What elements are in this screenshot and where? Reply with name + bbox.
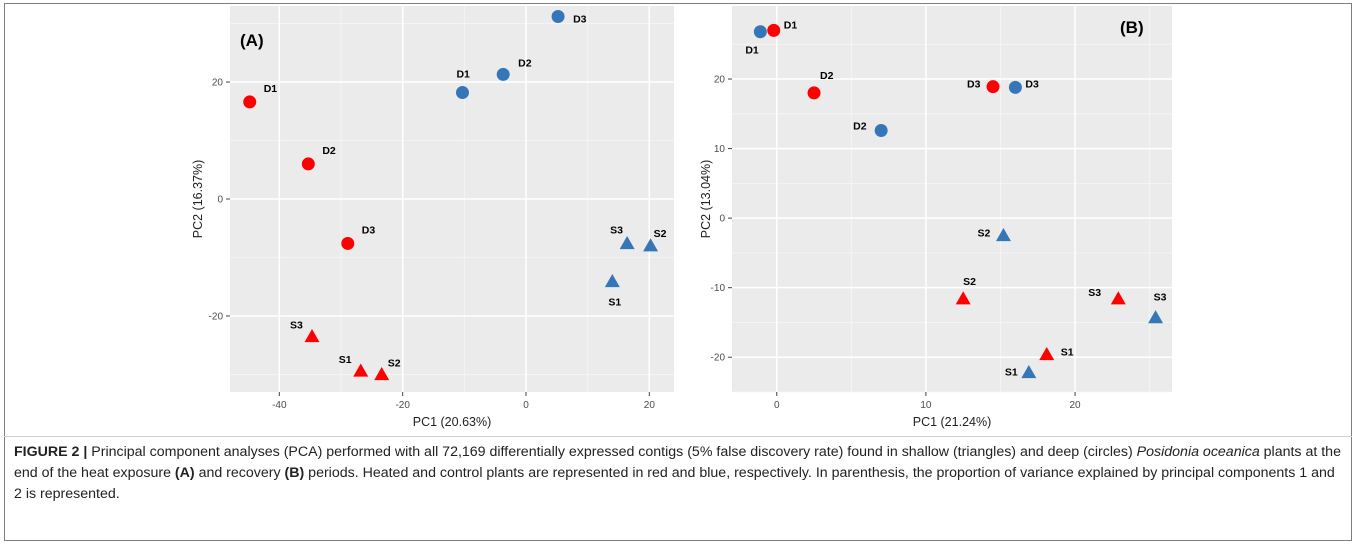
point-label: D1 (745, 45, 759, 57)
point-label: S3 (1154, 292, 1167, 304)
point-label: S2 (388, 357, 401, 369)
point-circle (986, 80, 1000, 94)
x-tick-label: -20 (395, 400, 410, 411)
caption-text-2: plants at the end of the heat exposure (14, 444, 1341, 481)
point-circle (301, 157, 315, 171)
y-axis-title: PC2 (16.37%) (191, 160, 205, 239)
y-tick-label: 0 (217, 195, 223, 206)
point-triangle (995, 228, 1011, 242)
x-tick-label: -40 (272, 400, 287, 411)
point-triangle (604, 273, 620, 288)
point-circle (753, 25, 767, 39)
panel-label: (B) (1120, 18, 1144, 37)
x-axis-title: PC1 (20.63%) (413, 415, 492, 429)
x-tick-label: 20 (644, 400, 656, 411)
caption-species: Posidonia oceanica (1136, 444, 1260, 460)
y-tick-label: 0 (719, 214, 725, 225)
point-label: D3 (1025, 78, 1039, 90)
point-label: S3 (290, 319, 303, 331)
point-label: S1 (1061, 346, 1074, 358)
y-axis-title: PC2 (13.04%) (699, 160, 713, 239)
point-label: S2 (963, 276, 976, 288)
point-triangle (619, 235, 635, 250)
x-tick-label: 0 (523, 400, 529, 411)
panel-label: (A) (240, 31, 264, 50)
point-label: D1 (784, 19, 798, 31)
point-triangle (374, 366, 390, 381)
point-triangle (1039, 346, 1055, 361)
plot-panel (732, 6, 1172, 392)
caption-ref-a: (A) (174, 465, 195, 481)
point-circle (551, 10, 565, 24)
caption-ref-b: (B) (284, 465, 305, 481)
point-circle (341, 236, 355, 250)
point-label: S3 (1088, 287, 1101, 299)
point-label: D2 (518, 57, 532, 69)
point-label: D2 (322, 145, 336, 157)
point-circle (807, 86, 821, 100)
point-label: D3 (573, 14, 587, 26)
y-tick-label: -10 (711, 283, 726, 294)
point-triangle (1148, 310, 1164, 324)
point-circle (455, 86, 469, 100)
caption-text-3: and recovery (194, 465, 285, 481)
point-label: S1 (608, 296, 621, 308)
x-axis-title: PC1 (21.24%) (913, 415, 992, 429)
y-tick-label: -20 (711, 353, 726, 364)
y-tick-label: -20 (209, 311, 224, 322)
x-tick-label: 20 (1069, 400, 1081, 411)
y-tick-label: 20 (714, 75, 726, 86)
figure-frame (4, 3, 1352, 541)
point-label: S1 (339, 354, 352, 366)
figure-caption: FIGURE 2 | Principal component analyses … (14, 442, 1344, 505)
y-tick-label: 20 (212, 78, 224, 89)
point-label: D3 (362, 224, 376, 236)
point-circle (767, 23, 781, 37)
point-label: D2 (853, 120, 867, 132)
caption-figure-label: FIGURE 2 | (14, 444, 88, 460)
point-triangle (353, 363, 369, 377)
point-circle (874, 123, 888, 137)
point-label: S2 (977, 228, 990, 240)
pca-chart-a: -40 -20 0 20 -20 0 20 PC1 (20.63%) PC2 (16.37%) (… (191, 6, 674, 429)
point-triangle (304, 328, 320, 343)
caption-divider (4, 436, 1352, 437)
x-tick-label: 10 (920, 400, 932, 411)
point-circle (496, 67, 510, 81)
point-triangle (955, 291, 971, 305)
caption-text-1: Principal component analyses (PCA) perfo… (87, 444, 1137, 460)
point-label: S3 (610, 224, 623, 236)
point-circle (243, 95, 257, 109)
point-label: S2 (654, 228, 667, 240)
point-label: D1 (264, 83, 278, 95)
point-label: D1 (456, 69, 470, 81)
point-circle (1008, 80, 1022, 94)
x-tick-label: 0 (774, 400, 780, 411)
pca-chart-b: 0 10 20 -20 -10 0 10 20 PC1 (21.24%) PC2 (13.04%)… (699, 6, 1172, 429)
y-tick-label: 10 (714, 144, 726, 155)
point-label: D2 (820, 70, 834, 82)
point-triangle (1110, 291, 1126, 305)
point-triangle (643, 238, 659, 252)
point-label: S1 (1005, 367, 1018, 379)
point-label: D3 (967, 79, 981, 91)
point-triangle (1021, 365, 1037, 379)
caption-text-4: periods. Heated and control plants are r… (14, 465, 1335, 502)
